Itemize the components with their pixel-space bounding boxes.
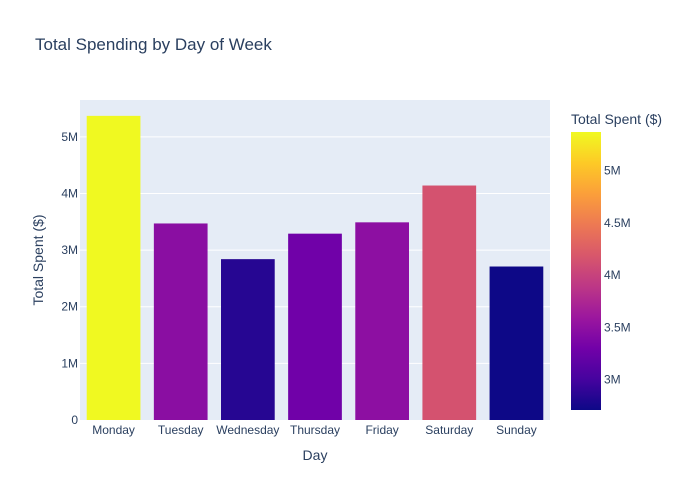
colorbar-ticks: 3M 3.5M 4M 4.5M 5M	[604, 164, 631, 387]
y-tick-label: 0	[71, 413, 78, 427]
y-axis-ticks: 0 1M 2M 3M 4M 5M	[61, 130, 78, 427]
colorbar-tick-label: 4.5M	[604, 216, 631, 230]
bar-saturday	[422, 185, 477, 420]
chart-title: Total Spending by Day of Week	[35, 35, 272, 54]
y-tick-label: 2M	[61, 300, 78, 314]
x-tick-label: Tuesday	[158, 423, 204, 437]
bar-tuesday	[153, 223, 208, 420]
y-tick-label: 1M	[61, 356, 78, 370]
colorbar-tick-label: 4M	[604, 268, 621, 282]
x-tick-label: Thursday	[290, 423, 340, 437]
bar-thursday	[288, 233, 342, 420]
x-tick-label: Sunday	[496, 423, 537, 437]
colorbar	[571, 132, 601, 410]
bar-sunday	[489, 266, 544, 420]
bar-wednesday	[221, 259, 275, 420]
x-tick-label: Friday	[365, 423, 398, 437]
colorbar-tick-label: 5M	[604, 164, 621, 178]
y-tick-label: 3M	[61, 243, 78, 257]
y-tick-label: 5M	[61, 130, 78, 144]
bar-friday	[355, 222, 409, 420]
x-tick-label: Monday	[92, 423, 135, 437]
x-tick-label: Saturday	[425, 423, 473, 437]
y-tick-label: 4M	[61, 186, 78, 200]
y-axis-title: Total Spent ($)	[30, 214, 46, 305]
x-tick-label: Wednesday	[216, 423, 279, 437]
bars-group	[86, 115, 544, 421]
bar-monday	[86, 115, 141, 421]
colorbar-tick-label: 3.5M	[604, 320, 631, 334]
x-axis-ticks: Monday Tuesday Wednesday Thursday Friday Satu…	[92, 423, 537, 437]
colorbar-title: Total Spent ($)	[571, 111, 662, 127]
colorbar-tick-label: 3M	[604, 373, 621, 387]
x-axis-title: Day	[303, 447, 328, 463]
